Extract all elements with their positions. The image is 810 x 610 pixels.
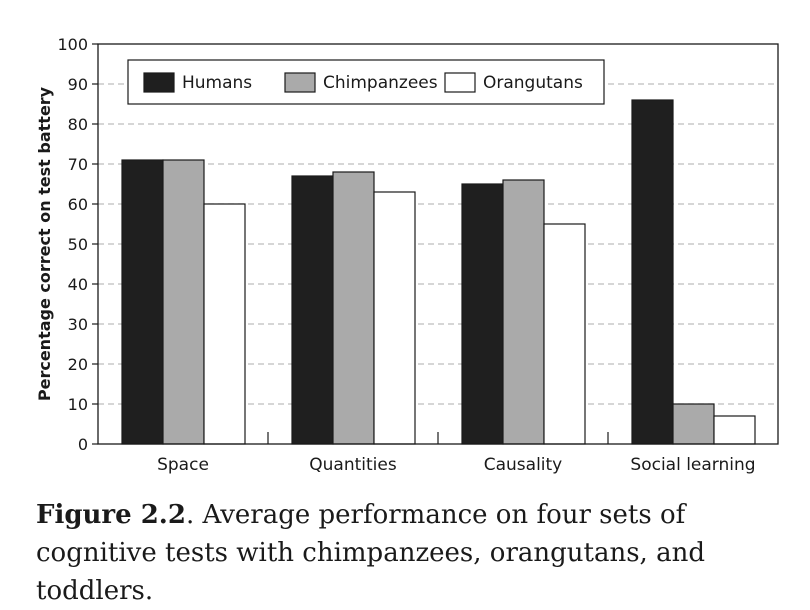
bar-chimpanzees-causality [502, 179, 545, 445]
y-tick-label: 0 [78, 435, 88, 454]
legend-label-chimpanzees: Chimpanzees [323, 73, 438, 93]
y-tick-label: 50 [68, 235, 88, 254]
x-category-label: Social learning [630, 455, 755, 475]
legend-label-humans: Humans [182, 73, 252, 93]
y-tick-label: 100 [57, 35, 88, 54]
bar-orangutans-social-learning [713, 415, 756, 445]
y-tick-label: 20 [68, 355, 88, 374]
bar-chimpanzees-social-learning [672, 403, 715, 445]
bar-humans-quantities [291, 175, 334, 445]
legend-box [127, 59, 605, 105]
caption-text: . Average performance on four sets of co… [36, 500, 705, 606]
legend-label-orangutans: Orangutans [483, 73, 583, 93]
bar-chart: 0 10 20 30 40 50 60 70 80 90 100 Space Quantities Ca… [35, 35, 779, 475]
y-axis-label: Percentage correct on test battery [35, 86, 54, 401]
bars [121, 99, 756, 445]
y-axis-ticks: 0 10 20 30 40 50 60 70 80 90 100 [57, 35, 98, 454]
legend-swatch-humans [143, 72, 175, 93]
x-category-label: Space [157, 455, 209, 475]
bar-orangutans-causality [543, 223, 586, 445]
legend: Humans Chimpanzees Orangutans [127, 59, 605, 105]
bar-chimpanzees-space [162, 159, 205, 445]
bar-humans-space [121, 159, 164, 445]
x-axis-ticks: Space Quantities Causality Social learning [157, 432, 756, 475]
y-tick-label: 60 [68, 195, 88, 214]
legend-swatch-chimpanzees [284, 72, 316, 93]
y-tick-label: 80 [68, 115, 88, 134]
y-tick-label: 70 [68, 155, 88, 174]
x-category-label: Quantities [309, 455, 397, 475]
legend-swatch-orangutans [444, 72, 476, 93]
y-tick-label: 10 [68, 395, 88, 414]
figure-label: Figure 2.2 [36, 500, 186, 530]
y-tick-label: 90 [68, 75, 88, 94]
bar-humans-social-learning [631, 99, 674, 445]
y-tick-label: 30 [68, 315, 88, 334]
y-tick-label: 40 [68, 275, 88, 294]
bar-orangutans-quantities [373, 191, 416, 445]
x-category-label: Causality [484, 455, 563, 475]
bar-humans-causality [461, 183, 504, 445]
bar-orangutans-space [203, 203, 246, 445]
bar-chimpanzees-quantities [332, 171, 375, 445]
figure-caption: Figure 2.2. Average performance on four … [36, 496, 796, 610]
